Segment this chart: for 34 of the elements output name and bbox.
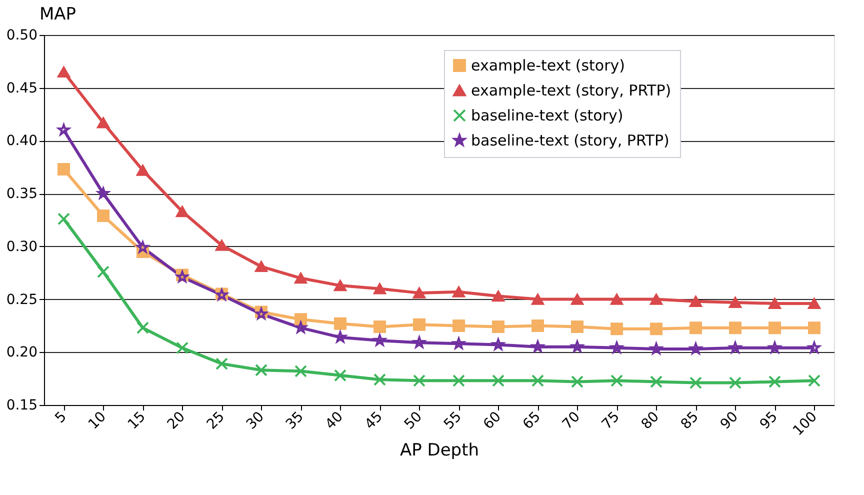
x-tick-label: 85 [678, 408, 702, 433]
x-tick-label: 90 [717, 408, 742, 433]
y-tick-label: 0.40 [6, 133, 38, 150]
x-tick-label: 70 [559, 408, 584, 433]
x-tick-label: 10 [85, 408, 110, 433]
legend-label: example-text (story) [471, 56, 625, 74]
x-tick-label: 15 [124, 408, 149, 433]
y-tick-label: 0.45 [6, 80, 38, 96]
x-tick-label: 55 [440, 408, 465, 433]
y-tick-label: 0.25 [6, 292, 38, 308]
x-tick-label: 20 [164, 408, 188, 433]
y-axis-title: MAP [40, 4, 76, 24]
y-tick-label: 0.20 [6, 344, 38, 361]
x-axis-title: AP Depth [400, 440, 480, 460]
legend-label: baseline-text (story, PRTP) [471, 132, 670, 150]
x-tick-label: 40 [322, 408, 346, 433]
x-tick-label: 60 [480, 408, 504, 433]
x-tick-label: 5 [52, 408, 70, 426]
x-tick-label: 80 [638, 408, 662, 433]
x-tick-label: 25 [204, 408, 228, 433]
x-tick-label: 45 [362, 408, 386, 433]
y-tick-label: 0.50 [6, 28, 38, 44]
x-tick-label: 35 [282, 408, 307, 433]
y-tick-label: 0.35 [6, 186, 38, 202]
x-tick-label: 100 [790, 408, 820, 440]
x-tick-label: 50 [401, 408, 426, 433]
x-tick-label: 30 [243, 408, 268, 433]
x-tick-label: 75 [598, 408, 623, 433]
legend-label: example-text (story, PRTP) [471, 82, 672, 100]
legend-label: baseline-text (story) [471, 106, 624, 124]
y-tick-label: 0.15 [6, 398, 38, 414]
x-tick-label: 65 [520, 408, 544, 433]
y-tick-label: 0.30 [6, 238, 38, 255]
x-tick-label: 95 [756, 408, 781, 433]
